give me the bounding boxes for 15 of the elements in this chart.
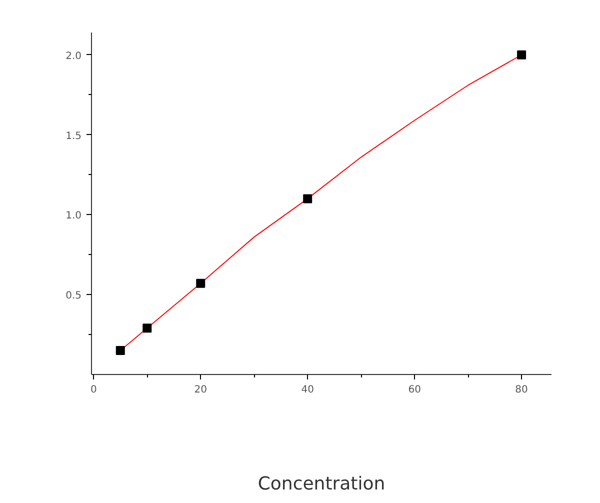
- x-tick-label: 20: [194, 384, 207, 396]
- y-tick-label: 1.5: [66, 130, 82, 142]
- x-tick-label: 40: [301, 384, 314, 396]
- x-tick-label: 60: [408, 384, 421, 396]
- y-tick-label: 2.0: [66, 50, 82, 62]
- point: [303, 194, 312, 204]
- point: [116, 346, 125, 356]
- point: [517, 50, 526, 60]
- y-tick-label: 0.5: [66, 290, 82, 302]
- point: [196, 278, 206, 288]
- x-tick-label: 80: [515, 384, 528, 396]
- point: [142, 324, 152, 333]
- x-tick-label: 0: [90, 384, 97, 396]
- x-axis-title: Concentration: [258, 474, 386, 494]
- y-tick-label: 1.0: [66, 210, 82, 222]
